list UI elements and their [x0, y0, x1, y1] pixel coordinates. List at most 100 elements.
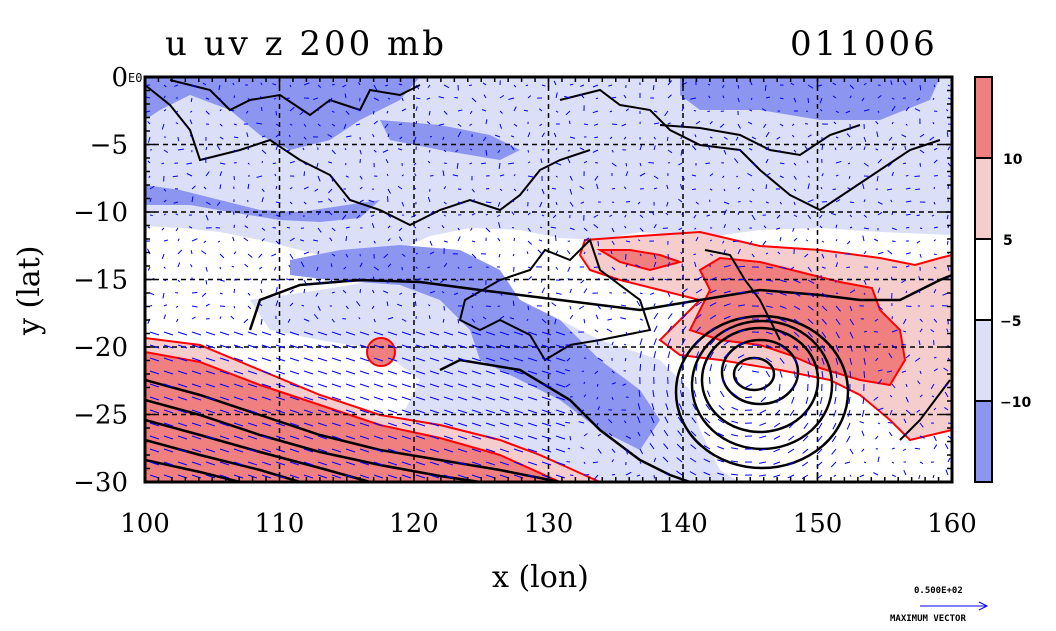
wind-vector — [639, 227, 644, 232]
wind-vector — [793, 97, 797, 103]
wind-vector — [331, 123, 336, 127]
wind-vector — [368, 199, 375, 203]
wind-vector — [443, 240, 448, 243]
wind-vector — [317, 305, 321, 311]
wind-vector — [163, 314, 166, 320]
wind-vector — [415, 461, 426, 466]
wind-vector — [541, 448, 552, 453]
wind-vector — [275, 110, 278, 116]
wind-vector — [429, 279, 433, 283]
wind-vector — [243, 237, 249, 242]
wind-vector — [345, 135, 352, 138]
wind-vector — [905, 226, 910, 229]
wind-vector — [650, 429, 655, 437]
wind-vector — [759, 422, 767, 426]
wind-vector — [848, 396, 851, 404]
wind-vector — [471, 213, 476, 216]
wind-vector — [191, 370, 202, 375]
wind-vector — [499, 344, 510, 349]
wind-vector — [303, 162, 307, 166]
wind-vector — [247, 370, 258, 375]
wind-vector — [652, 276, 655, 281]
wind-vector — [737, 354, 745, 359]
wind-vector — [342, 84, 347, 88]
wind-vector — [149, 474, 160, 479]
wind-vector — [708, 376, 711, 385]
wind-vector — [457, 461, 468, 466]
wind-vector — [411, 214, 417, 218]
wind-vector — [681, 274, 685, 281]
wind-vector — [778, 383, 781, 392]
wind-vector — [793, 357, 798, 365]
wind-vector — [387, 461, 398, 466]
wind-vector — [653, 351, 657, 359]
wind-vector — [538, 108, 543, 112]
wind-vector — [499, 357, 510, 362]
y-tick-label: 0 — [111, 63, 128, 93]
wind-vector — [807, 305, 814, 311]
wind-vector — [751, 253, 755, 258]
wind-vector — [765, 344, 773, 349]
wind-vector — [717, 446, 725, 450]
wind-vector — [859, 421, 865, 424]
wind-vector — [553, 80, 557, 86]
wind-vector — [805, 110, 809, 113]
wind-vector — [261, 448, 272, 453]
wind-vector — [317, 344, 328, 349]
wind-vector — [678, 227, 683, 231]
wind-vector — [442, 136, 445, 141]
wind-vector — [594, 136, 599, 139]
wind-vector — [581, 370, 585, 373]
wind-vector — [317, 383, 328, 388]
wind-vector — [735, 377, 739, 385]
wind-vector — [611, 341, 614, 346]
wind-vector — [513, 396, 524, 401]
wind-vector — [483, 94, 487, 99]
wind-vector — [317, 357, 328, 362]
wind-vector — [174, 84, 179, 87]
wind-vector — [596, 339, 599, 346]
wind-vector — [678, 403, 683, 411]
wind-vector — [681, 313, 688, 320]
wind-vector — [443, 201, 447, 205]
wind-vector — [680, 149, 683, 156]
wind-vector — [261, 331, 272, 336]
wind-vector — [905, 187, 911, 190]
wind-vector — [914, 357, 921, 362]
wind-vector — [232, 82, 235, 86]
wind-vector — [303, 331, 314, 336]
wind-vector — [667, 300, 674, 307]
wind-vector — [354, 107, 361, 112]
wind-vector — [177, 238, 180, 242]
wind-vector — [470, 148, 473, 151]
wind-vector — [555, 474, 566, 479]
wind-vector — [831, 448, 837, 455]
wind-vector — [485, 448, 496, 453]
wind-vector — [877, 456, 880, 463]
wind-vector — [177, 396, 188, 401]
wind-vector — [877, 251, 884, 255]
neg-strong-area — [380, 120, 520, 160]
wind-vector — [667, 325, 672, 333]
wind-vector — [933, 239, 936, 242]
wind-vector — [499, 435, 510, 440]
wind-vector — [773, 435, 781, 440]
wind-vector — [454, 96, 459, 99]
wind-vector — [261, 435, 272, 440]
wind-vector — [947, 185, 950, 190]
wind-vector — [527, 331, 538, 336]
wind-vector — [737, 317, 745, 320]
wind-vector — [623, 94, 627, 99]
wind-vector — [484, 289, 487, 294]
wind-vector — [793, 318, 801, 324]
wind-vector — [667, 292, 671, 297]
wind-vector — [191, 422, 202, 427]
y-tick-label: −10 — [73, 198, 128, 228]
wind-vector — [835, 318, 841, 325]
wind-vector — [149, 370, 160, 375]
wind-vector — [844, 461, 851, 464]
wind-vector — [247, 183, 250, 190]
wind-vector — [485, 370, 496, 375]
wind-vector — [765, 184, 768, 190]
wind-vector — [289, 160, 295, 164]
